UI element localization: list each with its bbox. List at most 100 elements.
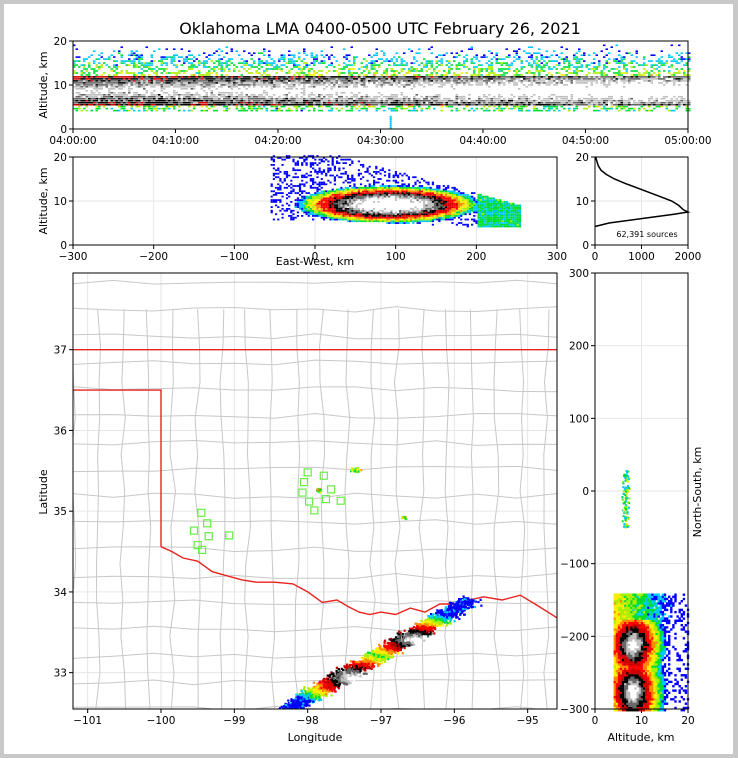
density-cell [478,99,481,102]
density-cell [183,90,186,92]
density-cell [140,54,143,56]
density-cell [573,88,576,90]
density-cell [655,76,658,78]
density-cell [595,90,598,92]
density-cell [358,109,361,112]
density-cell [83,72,86,74]
density-cell [283,64,286,66]
density-cell [288,58,291,60]
density-cell [93,103,96,106]
density-cell [280,82,283,84]
density-cell [573,90,576,92]
density-cell [398,78,401,80]
density-cell [233,70,236,72]
density-cell [520,105,523,108]
density-cell [445,88,448,90]
density-cell [173,86,176,88]
density-cell [423,86,426,88]
density-cell [408,95,411,98]
density-cell [345,84,348,86]
density-cell [630,94,633,96]
density-cell [508,94,511,96]
density-cell [430,46,433,48]
density-cell [515,105,518,108]
density-cell [305,84,308,86]
density-cell [475,95,478,98]
density-cell [295,101,298,104]
density-cell [208,76,211,78]
density-cell [170,60,173,62]
density-cell [578,62,581,64]
density-cell [75,92,78,94]
density-cell [515,74,518,76]
density-cell [633,99,636,102]
density-cell [533,52,536,54]
density-cell [323,88,326,90]
density-cell [248,92,251,94]
density-cell [273,103,276,106]
density-cell [290,92,293,94]
density-cell [128,76,131,78]
density-cell [595,94,598,96]
density-cell [263,101,266,104]
density-cell [195,92,198,94]
density-cell [328,109,331,112]
density-cell [210,54,213,56]
density-cell [405,94,408,96]
density-cell [438,84,441,86]
density-cell [138,97,141,100]
density-cell [190,68,193,70]
density-cell [403,76,406,78]
density-cell [393,84,396,86]
density-cell [298,95,301,98]
density-cell [128,109,131,112]
density-cell [648,92,651,94]
density-cell [423,88,426,90]
density-cell [255,107,258,110]
density-cell [395,60,398,62]
density-cell [368,90,371,92]
density-cell [478,82,481,84]
density-cell [625,88,628,90]
density-cell [533,60,536,62]
density-cell [318,88,321,90]
density-cell [490,95,493,98]
density-cell [618,99,621,102]
density-cell [88,90,91,92]
density-cell [550,76,553,78]
density-cell [133,86,136,88]
density-cell [160,84,163,86]
density-cell [88,103,91,106]
density-cell [595,72,598,74]
density-cell [115,80,118,82]
density-cell [500,76,503,78]
density-cell [275,92,278,94]
density-cell [540,92,543,94]
density-cell [155,74,158,76]
density-cell [358,86,361,88]
density-cell [150,97,153,100]
density-cell [285,82,288,84]
density-cell [270,88,273,90]
density-cell [128,95,131,98]
density-cell [400,62,403,64]
density-cell [415,109,418,112]
density-cell [618,101,621,104]
density-cell [353,105,356,108]
density-cell [285,80,288,82]
density-cell [190,92,193,94]
density-cell [175,80,178,82]
density-cell [555,105,558,108]
density-cell [373,105,376,108]
density-cell [203,88,206,90]
density-cell [295,95,298,98]
density-cell [575,60,578,62]
density-cell [635,88,638,90]
density-cell [370,95,373,98]
density-cell [443,97,446,100]
density-cell [495,76,498,78]
density-cell [233,95,236,98]
density-cell [500,64,503,66]
density-cell [78,82,81,84]
density-cell [498,107,501,110]
